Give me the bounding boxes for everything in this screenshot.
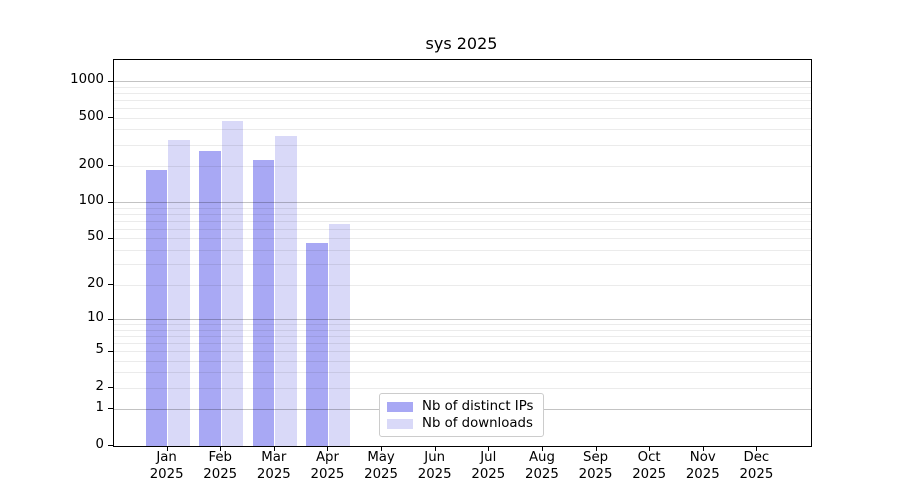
gridline-minor (114, 165, 811, 167)
x-tick-label-oct: Oct 2025 (632, 450, 667, 482)
x-tick (167, 446, 168, 451)
x-tick (703, 446, 704, 451)
x-tick (756, 446, 757, 451)
x-tick-label-may: May 2025 (364, 450, 398, 482)
gridline-major (114, 319, 811, 321)
y-tick-label: 2 (95, 378, 104, 394)
y-tick (108, 238, 114, 239)
gridline-minor (114, 220, 811, 222)
gridline-minor (114, 387, 811, 389)
gridline-minor (114, 117, 811, 119)
y-tick (108, 202, 114, 203)
x-tick-label-jun: Jun 2025 (417, 450, 452, 482)
x-tick-label-jul: Jul 2025 (471, 450, 506, 482)
legend-swatch-downloads-icon (387, 419, 413, 429)
x-tick-label-jan: Jan 2025 (149, 450, 184, 482)
y-tick-label: 100 (78, 193, 104, 209)
x-tick (435, 446, 436, 451)
bar-feb-distinct-ips (199, 151, 221, 446)
gridline-minor (114, 228, 811, 230)
x-tick (596, 446, 597, 451)
x-tick-label-dec: Dec 2025 (739, 450, 774, 482)
gridline-major (114, 202, 811, 204)
y-tick-label: 5 (95, 342, 104, 358)
y-tick (108, 351, 114, 352)
gridline-minor (114, 129, 811, 131)
y-tick-label: 10 (87, 310, 104, 326)
x-tick (381, 446, 382, 451)
y-tick-label: 1000 (70, 72, 104, 88)
legend-label-distinct-ips: Nb of distinct IPs (422, 399, 534, 414)
legend-swatch-distinct-ips-icon (387, 402, 413, 412)
gridline-minor (114, 144, 811, 146)
gridline-minor (114, 329, 811, 331)
gridline-minor (114, 351, 811, 353)
gridline-major (114, 81, 811, 83)
gridline-minor (114, 284, 811, 286)
gridline-minor (114, 360, 811, 362)
gridline-minor (114, 249, 811, 251)
y-tick-label: 20 (87, 275, 104, 291)
y-tick (108, 165, 114, 166)
y-tick (108, 408, 114, 409)
bar-mar-distinct-ips (252, 159, 275, 446)
x-tick (488, 446, 489, 451)
y-tick-label: 50 (87, 229, 104, 245)
x-tick-label-mar: Mar 2025 (256, 450, 291, 482)
x-tick (542, 446, 543, 451)
y-tick-label: 200 (78, 156, 104, 172)
y-tick (108, 445, 114, 446)
x-tick (274, 446, 275, 451)
legend: Nb of distinct IPs Nb of downloads (379, 393, 544, 437)
gridline-minor (114, 342, 811, 344)
y-tick-label: 500 (78, 108, 104, 124)
legend-item-downloads: Nb of downloads (387, 416, 535, 432)
y-tick (108, 387, 114, 388)
gridline-minor (114, 86, 811, 88)
gridline-minor (114, 108, 811, 110)
gridline-minor (114, 207, 811, 209)
gridline-minor (114, 213, 811, 215)
x-tick-label-aug: Aug 2025 (525, 450, 559, 482)
bar-apr-downloads (328, 223, 351, 446)
x-tick-label-sep: Sep 2025 (578, 450, 613, 482)
gridline-minor (114, 264, 811, 266)
x-tick-label-feb: Feb 2025 (203, 450, 238, 482)
bar-apr-distinct-ips (306, 242, 328, 446)
chart-title: sys 2025 (425, 34, 498, 53)
x-tick-label-apr: Apr 2025 (310, 450, 345, 482)
gridline-minor (114, 100, 811, 102)
gridline-minor (114, 324, 811, 326)
y-tick-label: 1 (95, 399, 104, 415)
gridline-minor (114, 372, 811, 374)
gridline-minor (114, 238, 811, 240)
x-tick (327, 446, 328, 451)
y-tick-label: 0 (95, 436, 104, 452)
y-tick (108, 284, 114, 285)
grid-layer (114, 60, 811, 446)
y-tick (108, 81, 114, 82)
x-tick (649, 446, 650, 451)
bar-mar-downloads (275, 135, 297, 446)
y-tick (108, 319, 114, 320)
gridline-minor (114, 92, 811, 94)
y-tick (108, 117, 114, 118)
legend-label-downloads: Nb of downloads (422, 416, 533, 431)
x-tick (220, 446, 221, 451)
legend-item-distinct-ips: Nb of distinct IPs (387, 399, 535, 415)
plot-area (113, 59, 812, 447)
x-tick-label-nov: Nov 2025 (685, 450, 720, 482)
gridline-minor (114, 335, 811, 337)
bar-jan-downloads (168, 140, 190, 446)
bars-layer (114, 60, 811, 446)
